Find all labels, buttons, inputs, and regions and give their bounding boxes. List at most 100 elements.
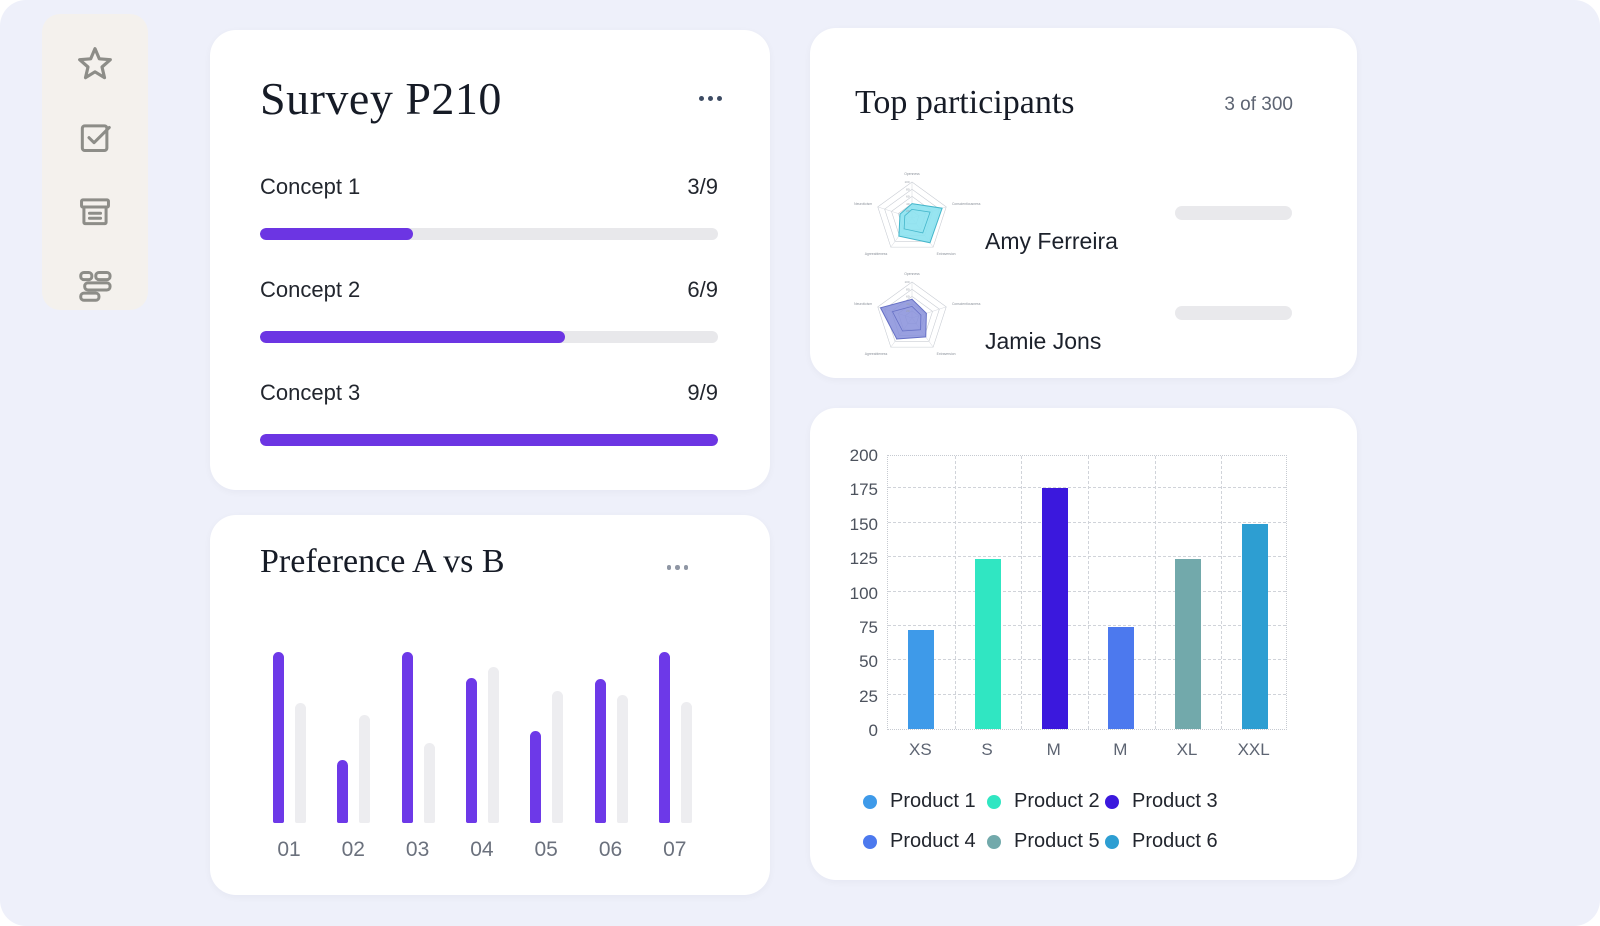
gridline	[1088, 456, 1089, 729]
preference-more-menu-button[interactable]	[661, 559, 695, 576]
concept-score: 6/9	[687, 277, 718, 302]
preference-bar-b	[487, 667, 499, 823]
preference-bar-a	[401, 652, 413, 823]
sizes-plot-area	[887, 455, 1287, 730]
svg-text:Conscientiousness: Conscientiousness	[952, 302, 981, 306]
legend-label: Product 5	[1014, 830, 1100, 852]
ellipsis-icon	[666, 565, 671, 570]
preference-bar-b	[295, 703, 306, 823]
survey-card: Survey P210 Concept 1 3/9 Concept 2 6/9 …	[210, 30, 770, 490]
participant-name: Amy Ferreira	[985, 228, 1118, 254]
sidebar-item-surveys[interactable]	[75, 119, 115, 159]
preference-bar-a	[594, 679, 606, 823]
svg-text:Extraversion: Extraversion	[937, 252, 956, 256]
survey-card-title: Survey P210	[260, 73, 502, 124]
legend-label: Product 4	[890, 830, 976, 852]
sidebar-item-favorites[interactable]	[75, 46, 115, 86]
sizes-y-label: 0	[868, 721, 878, 740]
concept-progress-bar	[260, 228, 718, 240]
legend-dot-icon	[1105, 794, 1119, 809]
gridline	[888, 693, 1286, 695]
legend-item: Product 5	[987, 830, 1100, 853]
legend-label: Product 3	[1132, 790, 1218, 812]
sizes-x-label: XL	[1176, 740, 1198, 759]
preference-x-label: 04	[470, 838, 494, 861]
preference-bar-b	[616, 694, 628, 823]
svg-text:Openness: Openness	[904, 172, 920, 176]
preference-bar-b	[423, 742, 435, 823]
preference-x-label: 01	[277, 838, 301, 861]
svg-text:Openness: Openness	[904, 272, 920, 276]
svg-text:Neuroticism: Neuroticism	[854, 302, 872, 306]
sizes-y-label: 150	[849, 514, 878, 534]
svg-text:Neuroticism: Neuroticism	[854, 202, 872, 206]
concept-label: Concept 1	[260, 174, 361, 199]
legend-dot-icon	[1105, 834, 1119, 849]
legend-dot-icon	[987, 794, 1001, 809]
sizes-bar	[1041, 488, 1068, 729]
participants-count: 3 of 300	[1224, 94, 1293, 115]
preference-x-label: 02	[341, 838, 365, 861]
gridline	[954, 456, 956, 729]
sizes-x-label: XS	[908, 740, 932, 759]
legend-item: Product 1	[863, 790, 976, 813]
participants-card-title: Top participants	[855, 84, 1075, 121]
svg-text:60: 60	[906, 295, 910, 299]
checkbox-checked-icon	[76, 118, 114, 161]
sizes-chart-card: 200 175 150 125 100 75 50 25 0 XS S M M XL XXL Produc…	[810, 408, 1357, 880]
concept-label: Concept 2	[260, 277, 361, 302]
legend-dot-icon	[863, 794, 877, 809]
preference-bar-a	[658, 652, 670, 823]
preference-bar-a	[530, 730, 542, 823]
sizes-x-label: XXL	[1237, 740, 1270, 759]
gridline	[1221, 456, 1223, 729]
layout-list-icon	[76, 267, 114, 310]
preference-bar-b	[552, 691, 564, 823]
preference-bar-b	[680, 701, 692, 823]
sizes-bar	[1175, 558, 1201, 729]
svg-text:40: 40	[906, 202, 910, 206]
preference-x-label: 05	[534, 838, 558, 861]
sidebar-item-results[interactable]	[75, 268, 115, 308]
sizes-x-label: S	[981, 740, 993, 759]
sizes-y-label: 25	[859, 686, 878, 706]
svg-text:100: 100	[904, 180, 909, 184]
svg-text:Agreeableness: Agreeableness	[865, 252, 888, 256]
legend-dot-icon	[987, 834, 1001, 849]
concept-row: Concept 1 3/9	[260, 174, 718, 240]
preference-bar-a	[337, 759, 349, 823]
legend-item: Product 6	[1105, 830, 1218, 853]
concept-score: 3/9	[687, 174, 718, 199]
sizes-bar	[975, 558, 1001, 729]
radar-chart: 20 40 60 80 100 Openness Conscientiousness Extr…	[850, 166, 981, 266]
sizes-bar	[1241, 524, 1268, 729]
gridline	[888, 659, 1286, 661]
participants-card: Top participants 3 of 300 20 40 60 80 100 Ope…	[810, 28, 1357, 378]
ellipsis-icon	[699, 96, 704, 101]
legend-item: Product 4	[863, 830, 976, 853]
concept-progress-bar	[260, 331, 718, 343]
participant-placeholder-bar	[1175, 306, 1292, 320]
sidebar-item-archive[interactable]	[75, 193, 115, 233]
preference-bar-a	[273, 652, 284, 823]
sizes-y-label: 200	[849, 446, 878, 465]
sizes-y-label: 125	[849, 549, 878, 569]
gridline	[1154, 456, 1156, 729]
svg-text:Extraversion: Extraversion	[937, 352, 956, 356]
svg-text:80: 80	[906, 187, 910, 191]
svg-text:20: 20	[906, 309, 910, 313]
legend-item: Product 2	[987, 790, 1100, 813]
preference-x-label: 06	[598, 838, 623, 861]
radar-chart: 20 40 60 80 100 Openness Conscientiousness Extr…	[850, 266, 981, 366]
participant-placeholder-bar	[1175, 206, 1292, 220]
concept-score: 9/9	[687, 380, 718, 405]
svg-text:40: 40	[906, 302, 910, 306]
survey-more-menu-button[interactable]	[693, 90, 728, 107]
preference-chart	[273, 652, 693, 823]
legend-label: Product 2	[1014, 790, 1100, 812]
legend-item: Product 3	[1105, 790, 1218, 813]
preference-card: Preference A vs B 01 02 03 04 05 06 07	[210, 515, 770, 895]
sidebar	[42, 14, 148, 310]
preference-bar-b	[359, 715, 371, 823]
